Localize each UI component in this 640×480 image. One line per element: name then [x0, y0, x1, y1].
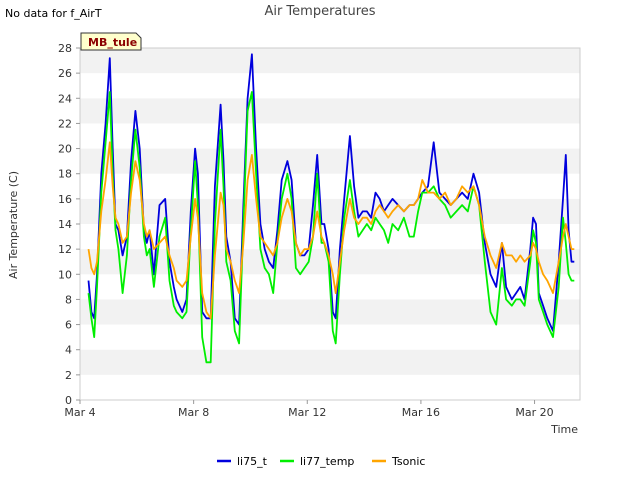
grid-band	[80, 148, 580, 174]
x-axis: Mar 4 Mar 8 Mar 12 Mar 16 Mar 20	[64, 400, 554, 419]
series-line-li77-temp	[87, 91, 575, 364]
y-tick-label: 18	[58, 168, 72, 181]
y-tick-label: 0	[65, 394, 72, 407]
grid-band	[80, 224, 580, 250]
y-tick-label: 12	[58, 243, 72, 256]
chart-title: Air Temperatures	[264, 4, 375, 19]
series-line-tsonic	[87, 141, 575, 320]
y-tick-label: 6	[65, 319, 72, 332]
y-tick-label: 14	[58, 218, 72, 231]
grid-band	[80, 299, 580, 325]
y-tick-label: 16	[58, 193, 72, 206]
y-tick-label: 8	[65, 293, 72, 306]
x-tick-label: Mar 4	[64, 406, 95, 419]
y-tick-label: 22	[58, 117, 72, 130]
x-tick-label: Mar 20	[515, 406, 553, 419]
y-tick-label: 28	[58, 42, 72, 55]
grid-band	[80, 349, 580, 375]
legend-label: li77_temp	[300, 455, 354, 468]
legend-label: Tsonic	[391, 455, 425, 468]
site-badge-text: MB_tule	[88, 36, 137, 49]
y-tick-label: 20	[58, 143, 72, 156]
x-tick-label: Mar 8	[178, 406, 209, 419]
site-badge: MB_tule	[80, 32, 142, 51]
grid-band	[80, 324, 580, 350]
y-axis-label: Air Temperature (C)	[7, 171, 20, 279]
grid-band	[80, 173, 580, 199]
legend: li75_t li77_temp Tsonic	[217, 455, 425, 468]
no-data-notice: No data for f_AirT	[5, 7, 102, 20]
grid-band	[80, 123, 580, 149]
x-tick-label: Mar 12	[288, 406, 326, 419]
site-badge-box	[80, 32, 142, 51]
grid-band	[80, 374, 580, 400]
grid-band	[80, 198, 580, 224]
x-tick-label: Mar 16	[402, 406, 440, 419]
x-axis-label: Time	[550, 423, 578, 436]
grid-bands	[80, 48, 580, 400]
series-line-li75-t	[87, 53, 575, 332]
y-tick-label: 4	[65, 344, 72, 357]
grid-band	[80, 73, 580, 99]
y-tick-label: 26	[58, 67, 72, 80]
grid-band	[80, 98, 580, 124]
y-tick-label: 2	[65, 369, 72, 382]
y-tick-label: 24	[58, 92, 72, 105]
y-tick-label: 10	[58, 268, 72, 281]
grid-band	[80, 48, 580, 74]
legend-label: li75_t	[237, 455, 268, 468]
series-layer	[87, 53, 575, 364]
